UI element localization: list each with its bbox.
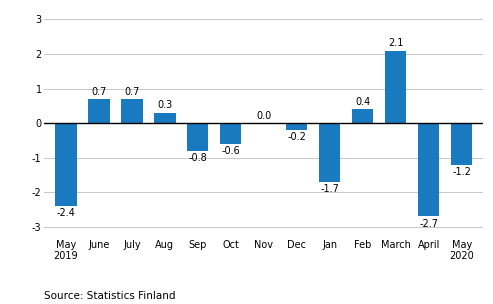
Bar	[451, 123, 472, 164]
Bar	[418, 123, 439, 216]
Text: -1.7: -1.7	[320, 184, 339, 194]
Text: -1.2: -1.2	[452, 167, 471, 177]
Text: 0.7: 0.7	[91, 87, 106, 97]
Bar	[319, 123, 341, 182]
Bar	[286, 123, 308, 130]
Bar	[55, 123, 76, 206]
Text: Source: Statistics Finland: Source: Statistics Finland	[44, 291, 176, 301]
Bar	[352, 109, 374, 123]
Text: -0.2: -0.2	[287, 133, 306, 143]
Bar	[154, 113, 176, 123]
Text: -0.8: -0.8	[188, 153, 207, 163]
Bar	[88, 99, 109, 123]
Bar	[121, 99, 142, 123]
Text: -2.4: -2.4	[56, 209, 75, 219]
Bar	[220, 123, 242, 144]
Text: 2.1: 2.1	[388, 38, 403, 48]
Text: -2.7: -2.7	[419, 219, 438, 229]
Text: 0.4: 0.4	[355, 97, 370, 107]
Text: -0.6: -0.6	[221, 146, 240, 156]
Bar	[187, 123, 209, 151]
Text: 0.7: 0.7	[124, 87, 140, 97]
Text: 0.3: 0.3	[157, 100, 173, 110]
Text: 0.0: 0.0	[256, 111, 271, 121]
Bar	[385, 50, 406, 123]
